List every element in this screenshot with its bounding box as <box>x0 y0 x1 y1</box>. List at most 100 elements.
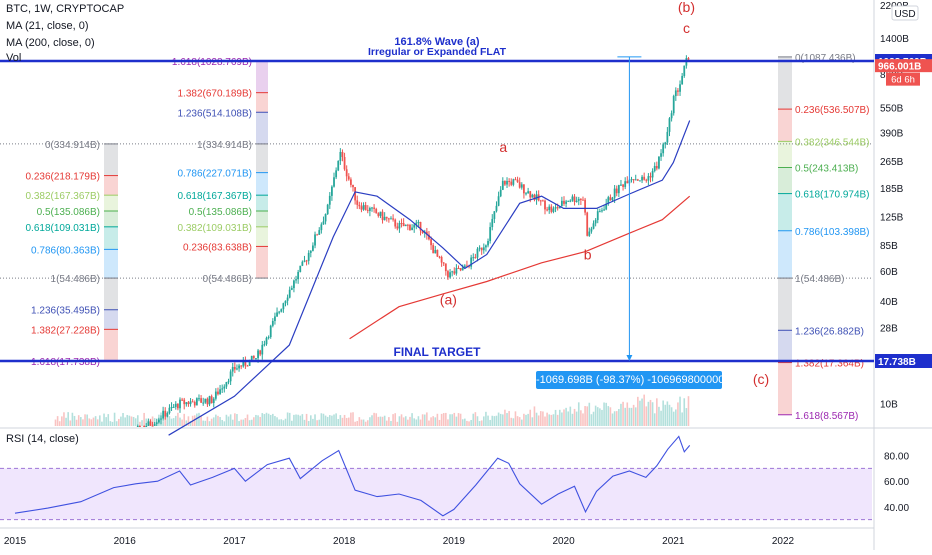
candle-down <box>428 234 430 240</box>
wave-label: b <box>584 247 592 263</box>
candle-up <box>255 358 257 360</box>
volume-bar <box>531 417 534 426</box>
candle-up <box>634 179 637 181</box>
candle-up <box>157 419 160 423</box>
ma21-line <box>168 120 691 436</box>
volume-bar <box>493 416 496 426</box>
volume-bar <box>402 417 405 426</box>
volume-bar <box>445 412 447 426</box>
volume-bar <box>288 412 291 426</box>
candle-up <box>565 201 568 204</box>
candle-down <box>385 216 388 219</box>
volume-bar <box>588 402 591 426</box>
candle-up <box>257 350 259 359</box>
candle-down <box>252 355 255 359</box>
candle-up <box>482 247 485 251</box>
volume-bar <box>413 418 415 426</box>
candle-up <box>227 381 230 383</box>
volume-bar <box>535 412 538 426</box>
volume-bar <box>474 412 477 426</box>
candle-down <box>387 218 390 220</box>
candle-up <box>147 421 150 426</box>
fib-left-label: 1.618(17.738B) <box>31 357 100 368</box>
candle-up <box>160 418 162 420</box>
volume-bar <box>415 419 418 426</box>
candle-up <box>208 396 211 405</box>
volume-bar <box>261 413 264 426</box>
volume-bar <box>122 413 124 426</box>
candle-down <box>343 157 346 170</box>
candle-down <box>181 399 184 401</box>
volume-bar <box>240 419 242 426</box>
candle-up <box>379 211 382 216</box>
candle-down <box>447 271 449 278</box>
candle-up <box>284 300 287 304</box>
candle-down <box>586 212 589 236</box>
volume-bar <box>77 415 80 426</box>
volume-bar <box>202 420 205 426</box>
candle-up <box>214 391 217 399</box>
candle-down <box>466 265 468 267</box>
candle-up <box>301 261 304 266</box>
countdown-badge-text: 6d 6h <box>891 75 915 86</box>
volume-bar <box>225 414 228 426</box>
candle-up <box>267 337 270 339</box>
candle-down <box>514 179 517 181</box>
ma21-legend[interactable]: MA (21, close, 0) <box>6 20 89 32</box>
candle-up <box>641 176 643 181</box>
candle-up <box>314 234 316 246</box>
volume-bar <box>126 414 129 426</box>
volume-bar <box>238 421 240 426</box>
fib-mid-band <box>256 92 268 113</box>
rsi-legend[interactable]: RSI (14, close) <box>6 433 79 445</box>
volume-bar <box>632 404 635 426</box>
candle-down <box>523 184 525 194</box>
symbol-title: BTC, 1W, CRYPTOCAP <box>6 3 125 15</box>
volume-bar <box>96 419 99 426</box>
volume-bar <box>352 412 354 426</box>
volume-bar <box>451 414 453 426</box>
candle-up <box>607 197 610 204</box>
candle-up <box>571 196 574 201</box>
volume-bar <box>398 416 401 426</box>
volume-bar <box>590 414 593 426</box>
volume-bar <box>687 396 690 426</box>
volume-bar <box>371 415 373 426</box>
candle-up <box>339 151 342 162</box>
ma200-legend[interactable]: MA (200, close, 0) <box>6 37 95 49</box>
fib-mid-band <box>256 211 268 227</box>
volume-bar <box>388 417 390 426</box>
fib-mid-band <box>256 112 268 144</box>
volume-bar <box>132 416 135 426</box>
candle-down <box>381 211 384 221</box>
volume-bar <box>358 417 361 426</box>
volume-bar <box>613 411 616 426</box>
candle-up <box>558 206 561 209</box>
volume-bar <box>537 415 540 426</box>
volume-bar <box>206 416 209 426</box>
fib-right-band <box>778 362 792 415</box>
candle-up <box>664 142 667 145</box>
volume-bar <box>649 399 652 426</box>
candle-down <box>442 262 445 264</box>
wave-label: c <box>683 20 690 36</box>
volume-bar <box>582 413 584 426</box>
volume-bar <box>575 411 578 426</box>
volume-bar <box>681 412 683 426</box>
volume-bar <box>316 420 318 426</box>
candle-up <box>617 185 620 194</box>
candle-down <box>430 239 432 246</box>
volume-bar <box>423 414 426 426</box>
candle-down <box>354 187 357 201</box>
volume-bar <box>236 414 238 426</box>
volume-bar <box>577 402 580 426</box>
candle-down <box>176 403 179 409</box>
fib-left-band <box>104 195 118 212</box>
volume-legend[interactable]: Vol <box>6 52 22 64</box>
volume-bar <box>284 418 287 426</box>
candle-up <box>485 245 487 248</box>
volume-bar <box>407 419 409 426</box>
fib-mid-band <box>256 195 268 212</box>
